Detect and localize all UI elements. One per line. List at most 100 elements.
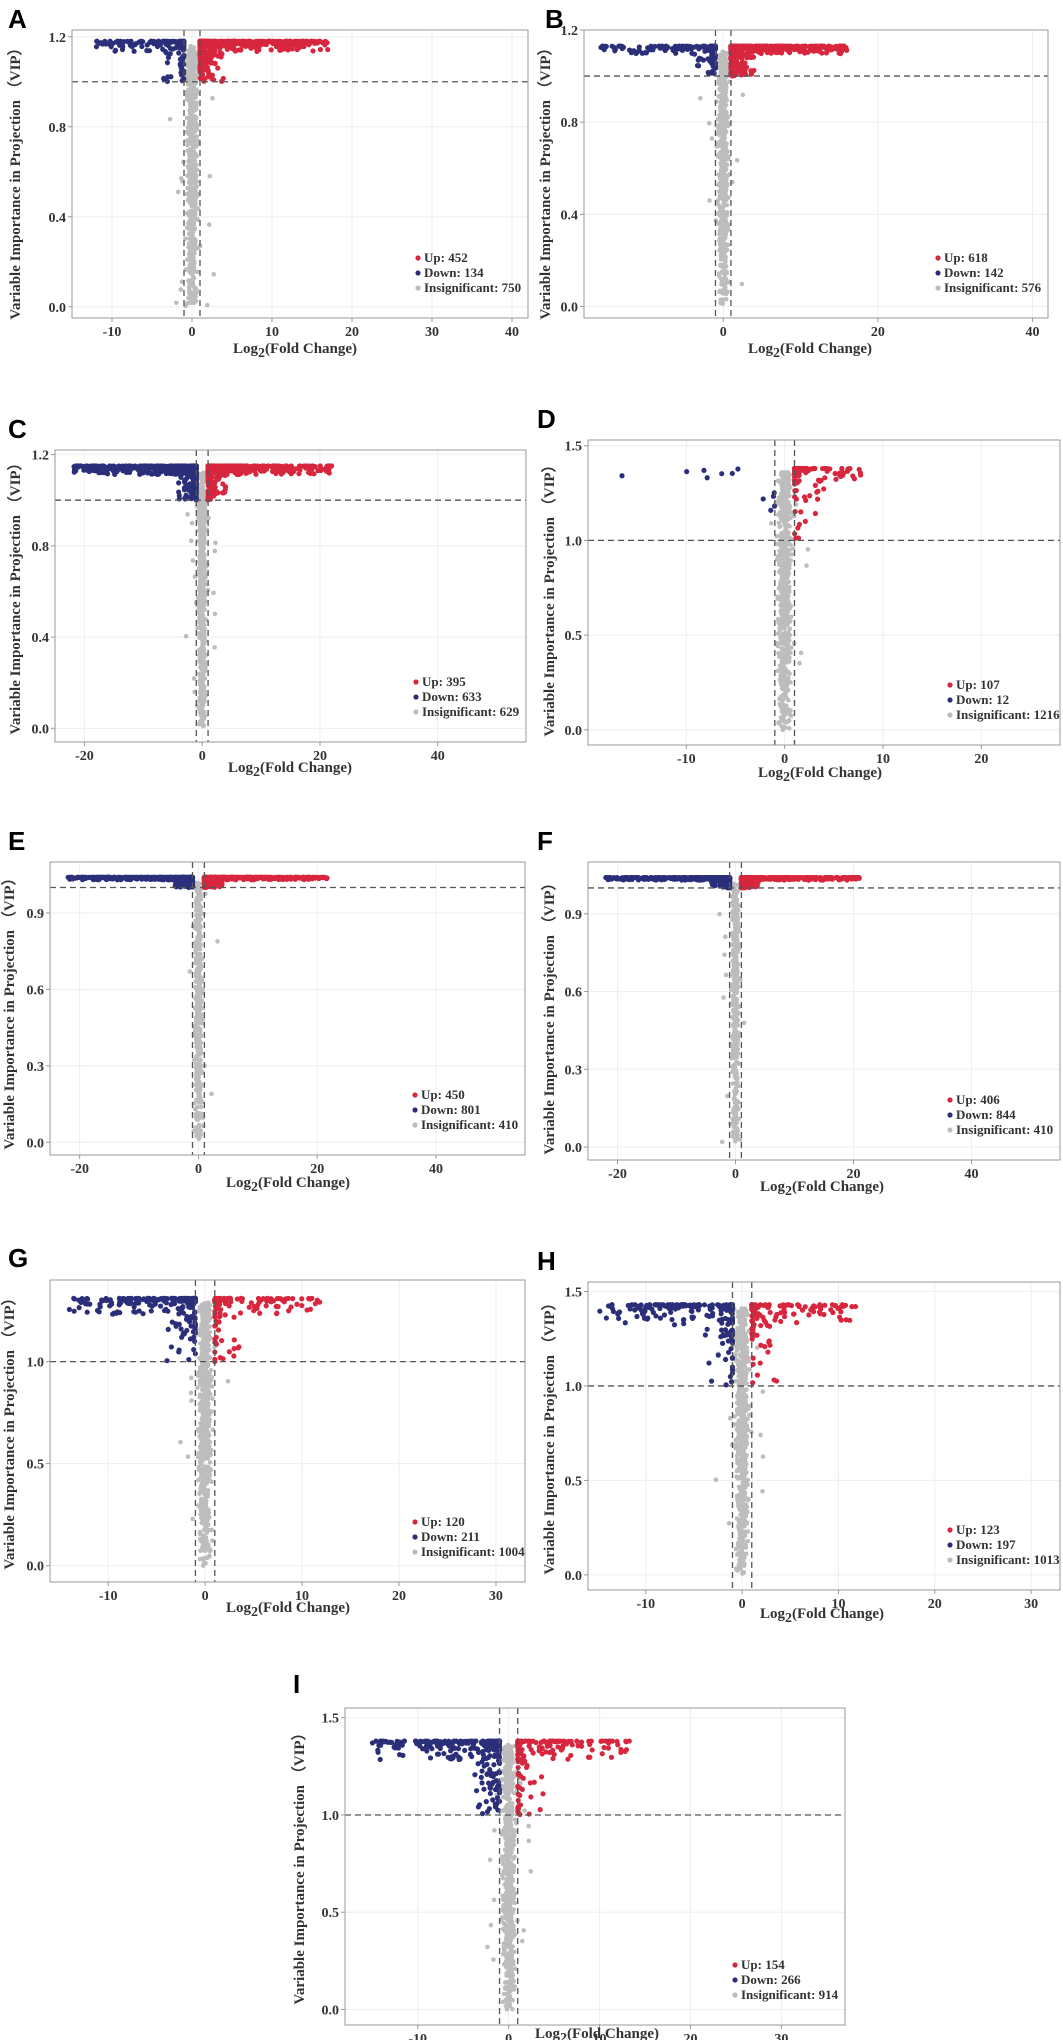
point-insignificant xyxy=(718,262,723,268)
point-insignificant xyxy=(777,701,783,707)
point-insignificant xyxy=(197,538,203,544)
point-down xyxy=(636,47,642,53)
panel-label: E xyxy=(8,826,25,856)
point-insignificant xyxy=(183,633,189,639)
point-up xyxy=(841,43,847,49)
y-tick-label: 1.2 xyxy=(49,31,67,46)
point-insignificant xyxy=(786,620,791,625)
point-insignificant xyxy=(194,143,199,149)
point-insignificant xyxy=(718,297,723,303)
y-tick-label: 0.8 xyxy=(49,121,67,136)
point-down xyxy=(696,55,703,61)
point-insignificant xyxy=(720,166,725,172)
point-insignificant xyxy=(186,116,192,121)
point-up xyxy=(231,41,238,48)
point-down xyxy=(162,48,168,55)
point-insignificant xyxy=(187,263,193,269)
legend-marker-up xyxy=(947,682,953,688)
point-insignificant xyxy=(720,49,726,54)
point-insignificant xyxy=(197,634,203,639)
point-insignificant xyxy=(198,492,204,498)
point-up xyxy=(300,42,306,48)
point-insignificant xyxy=(195,138,200,144)
point-down xyxy=(178,474,184,480)
point-up xyxy=(812,510,818,517)
point-insignificant xyxy=(784,687,790,693)
legend-marker-up xyxy=(935,255,941,261)
point-up xyxy=(850,473,856,479)
point-insignificant xyxy=(775,643,781,649)
point-up xyxy=(839,465,845,472)
point-insignificant xyxy=(798,650,804,656)
point-insignificant xyxy=(199,581,205,587)
point-up xyxy=(832,470,838,477)
legend-marker-up xyxy=(415,255,421,261)
point-insignificant xyxy=(715,220,721,226)
point-insignificant xyxy=(706,120,712,126)
y-axis-label: Variable Importance in Projection （VIP） xyxy=(536,40,554,319)
point-down xyxy=(663,43,669,49)
point-down xyxy=(704,475,710,481)
point-insignificant xyxy=(192,290,198,295)
point-insignificant xyxy=(783,562,789,567)
point-insignificant xyxy=(787,472,792,478)
point-insignificant xyxy=(784,719,789,725)
point-down xyxy=(108,44,114,50)
y-tick-label: 0.0 xyxy=(561,300,579,315)
point-insignificant xyxy=(721,98,727,104)
point-insignificant xyxy=(785,609,791,615)
panel-label: A xyxy=(8,4,27,34)
point-insignificant xyxy=(190,69,195,75)
point-down xyxy=(673,43,679,49)
point-insignificant xyxy=(776,501,782,507)
point-insignificant xyxy=(717,205,723,211)
point-up xyxy=(210,464,216,470)
point-insignificant xyxy=(200,658,205,664)
point-insignificant xyxy=(191,300,197,306)
point-up xyxy=(325,46,331,53)
y-axis-label: Variable Importance in Projection （VIP） xyxy=(540,457,558,736)
point-down xyxy=(619,473,625,479)
point-down xyxy=(760,496,766,502)
point-down xyxy=(147,39,153,46)
point-insignificant xyxy=(193,152,199,157)
point-insignificant xyxy=(721,287,727,292)
point-down xyxy=(167,51,173,57)
point-up xyxy=(781,43,787,49)
legend-label-down: Down: 142 xyxy=(944,265,1004,280)
point-insignificant xyxy=(720,241,726,247)
point-insignificant xyxy=(716,271,722,277)
point-insignificant xyxy=(716,172,722,177)
point-insignificant xyxy=(187,54,192,59)
point-insignificant xyxy=(178,176,184,181)
point-insignificant xyxy=(189,203,194,209)
point-down xyxy=(183,463,189,469)
point-insignificant xyxy=(778,635,783,641)
point-insignificant xyxy=(193,66,199,72)
point-insignificant xyxy=(787,493,792,499)
point-insignificant xyxy=(200,651,206,657)
point-down xyxy=(185,468,192,475)
point-insignificant xyxy=(185,185,190,191)
point-down xyxy=(119,463,125,469)
point-down xyxy=(173,38,179,45)
point-up xyxy=(812,482,818,488)
point-insignificant xyxy=(189,141,195,146)
point-up xyxy=(202,38,208,44)
point-insignificant xyxy=(191,90,196,95)
point-down xyxy=(131,465,137,471)
point-insignificant xyxy=(718,151,724,157)
point-up xyxy=(826,45,832,51)
point-insignificant xyxy=(190,84,196,89)
point-insignificant xyxy=(186,166,192,172)
point-down xyxy=(695,63,702,69)
point-insignificant xyxy=(784,683,790,689)
point-insignificant xyxy=(720,172,725,178)
point-insignificant xyxy=(201,626,207,631)
point-insignificant xyxy=(193,128,198,134)
point-up xyxy=(821,43,827,49)
point-down xyxy=(687,43,694,50)
point-down xyxy=(112,466,118,472)
